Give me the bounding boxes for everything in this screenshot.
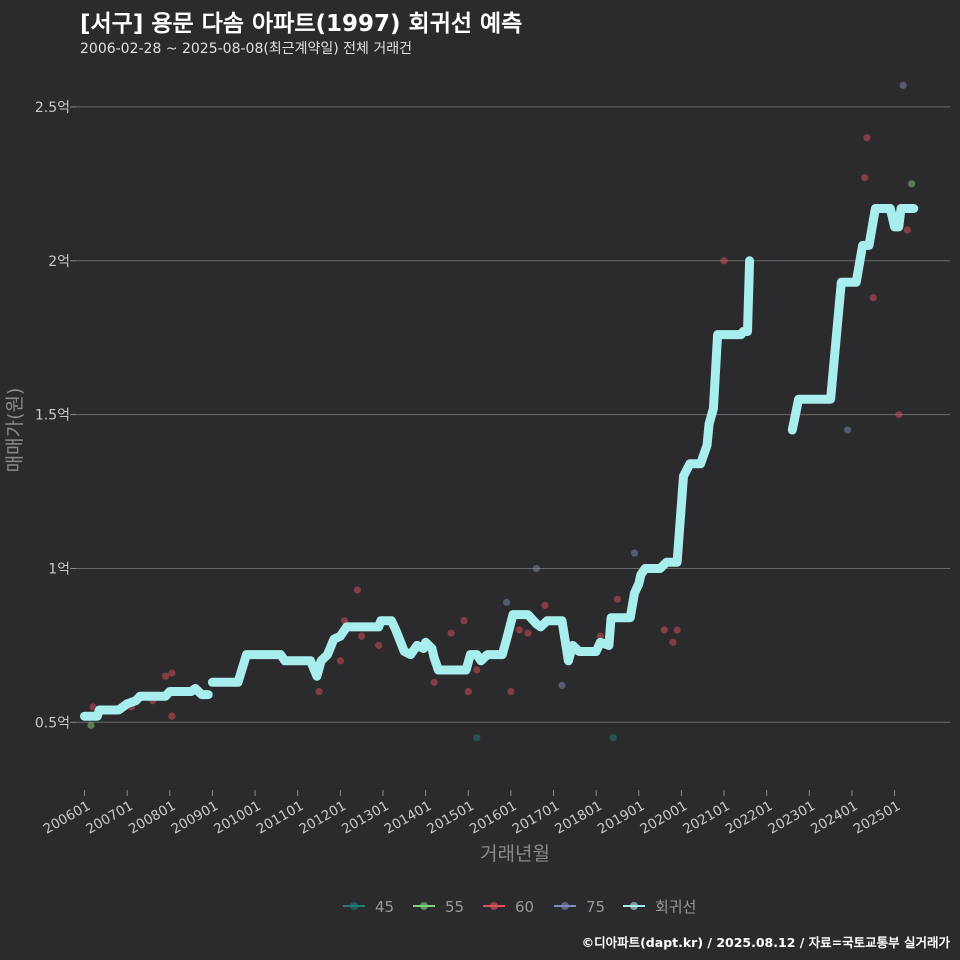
data-point-60 (358, 632, 366, 640)
x-tick-label: 200701 (83, 798, 136, 838)
data-point-60 (89, 703, 97, 711)
data-point-55 (908, 180, 916, 188)
data-point-45 (609, 734, 617, 742)
data-point-60 (660, 626, 668, 634)
data-point-60 (613, 595, 622, 603)
chart-title: [서구] 용문 다솜 아파트(1997) 회귀선 예측 (80, 11, 523, 37)
data-point-60 (524, 629, 532, 637)
data-point-60 (895, 411, 903, 419)
x-tick-label: 200601 (41, 798, 94, 838)
x-tick-label: 202501 (851, 798, 904, 838)
data-point-60 (541, 601, 549, 609)
legend-label: 55 (445, 898, 464, 916)
legend-marker (350, 902, 358, 910)
legend-marker (630, 902, 638, 910)
data-point-75 (532, 564, 541, 573)
legend-marker (561, 902, 569, 910)
data-point-75 (844, 426, 852, 434)
regression-segment (787, 204, 919, 435)
data-point-60 (161, 672, 170, 680)
x-tick-label: 201901 (595, 798, 648, 838)
data-point-60 (353, 586, 361, 594)
data-point-60 (375, 641, 383, 649)
data-point-60 (673, 626, 681, 634)
x-tick-label: 201501 (424, 798, 477, 838)
data-point-75 (630, 549, 639, 557)
data-point-60 (863, 134, 871, 142)
y-axis-title: 매매가(원) (4, 388, 26, 473)
y-tick-label: 1.5억 (35, 408, 70, 424)
data-point-60 (447, 629, 455, 637)
data-point-60 (596, 632, 605, 640)
data-point-60 (869, 294, 877, 302)
data-point-60 (460, 617, 468, 625)
x-tick-label: 202101 (680, 798, 733, 838)
x-tick-label: 201701 (510, 798, 563, 838)
legend-marker (490, 902, 498, 910)
legend-marker (420, 902, 428, 910)
data-point-75 (558, 681, 566, 689)
regression-segment (80, 684, 213, 721)
x-tick-label: 202201 (723, 798, 776, 838)
data-point-60 (515, 626, 523, 634)
data-point-60 (861, 174, 869, 182)
x-tick-label: 201001 (211, 798, 264, 838)
x-tick-label: 201201 (296, 798, 349, 838)
gridlines (76, 106, 950, 723)
legend-label: 75 (586, 898, 605, 916)
data-point-75 (899, 81, 907, 89)
x-tick-label: 201401 (382, 798, 435, 838)
legend: 45 55 60 75 회귀선 (343, 898, 696, 916)
data-point-60 (903, 226, 911, 234)
data-point-60 (168, 669, 176, 677)
x-tick-label: 201801 (552, 798, 605, 838)
scatter-points (87, 81, 916, 742)
legend-label: 60 (515, 898, 534, 916)
legend-label: 회귀선 (655, 898, 696, 916)
y-tick-label: 1억 (48, 561, 70, 577)
x-tick-label: 201101 (254, 798, 307, 838)
y-axis-ticks: 0.5억 1억 1.5억 2억 2.5억 (35, 100, 76, 731)
y-tick-label: 2.5억 (35, 100, 70, 116)
x-axis-ticks: 2006012007012008012009012010012011012012… (41, 790, 904, 838)
data-point-60 (507, 687, 515, 696)
data-point-60 (168, 712, 176, 720)
legend-label: 45 (375, 898, 394, 916)
data-point-60 (430, 678, 438, 686)
data-point-60 (473, 666, 481, 674)
y-tick-label: 0.5억 (35, 715, 70, 731)
source-caption: ©디아파트(dapt.kr) / 2025.08.12 / 자료=국토교통부 실… (581, 935, 950, 950)
x-tick-label: 202301 (765, 798, 818, 838)
data-point-60 (720, 257, 728, 265)
data-point-60 (336, 657, 344, 665)
x-tick-label: 200801 (126, 798, 179, 838)
y-tick-label: 2억 (48, 254, 70, 270)
data-point-60 (315, 687, 323, 696)
data-point-75 (503, 598, 511, 606)
data-point-55 (87, 721, 95, 729)
chart-subtitle: 2006-02-28 ~ 2025-08-08(최근계약일) 전체 거래건 (80, 41, 412, 57)
x-tick-label: 200901 (169, 798, 222, 838)
x-tick-label: 201601 (467, 798, 520, 838)
regression-line (80, 204, 919, 721)
regression-segment (207, 256, 755, 687)
x-axis-title: 거래년월 (480, 843, 550, 865)
data-point-60 (669, 638, 677, 646)
data-point-45 (473, 734, 481, 742)
x-tick-label: 202001 (638, 798, 691, 838)
x-tick-label: 201301 (339, 798, 392, 838)
x-tick-label: 202401 (808, 798, 861, 838)
data-point-60 (464, 687, 472, 696)
